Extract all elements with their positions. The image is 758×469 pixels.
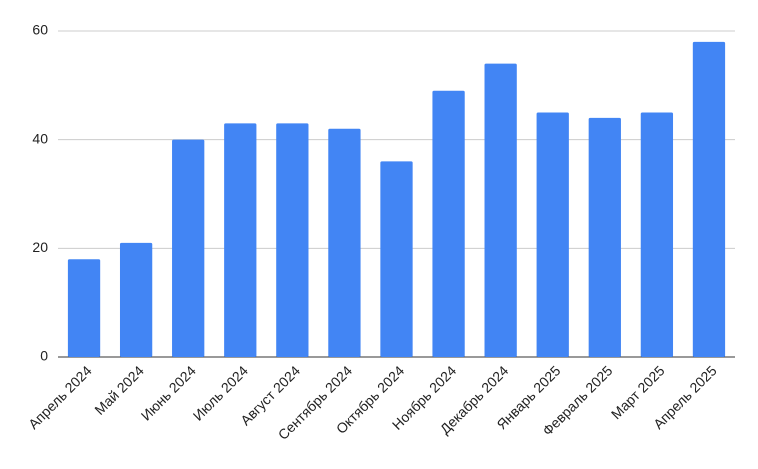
- x-tick-label: Июнь 2024: [138, 362, 199, 423]
- bars: [67, 41, 726, 358]
- x-tick-label: Май 2024: [91, 362, 147, 418]
- bar: [328, 128, 361, 357]
- bar: [276, 123, 309, 357]
- bar: [588, 117, 621, 357]
- bar: [692, 41, 726, 357]
- bar: [640, 112, 674, 357]
- bar: [484, 63, 517, 357]
- bar: [224, 123, 257, 357]
- y-tick-label: 40: [32, 130, 48, 146]
- bar: [380, 161, 413, 357]
- bar: [432, 90, 465, 358]
- bar: [67, 259, 101, 357]
- y-tick-label: 0: [40, 348, 48, 364]
- x-tick-label: Апрель 2024: [25, 362, 95, 432]
- y-tick-label: 20: [32, 239, 48, 255]
- bar: [172, 139, 205, 357]
- bar: [119, 242, 153, 357]
- bar: [536, 112, 569, 357]
- y-tick-label: 60: [32, 22, 48, 38]
